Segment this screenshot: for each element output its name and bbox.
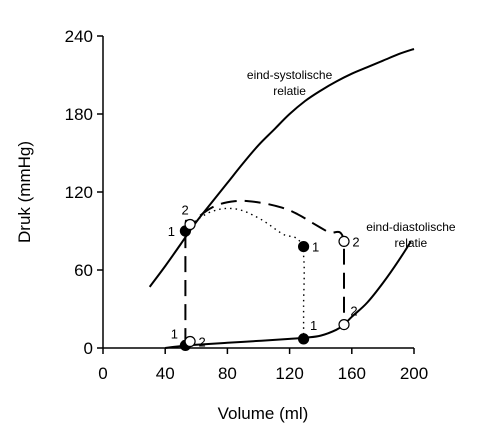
point-label: 2	[181, 203, 188, 218]
y-ticks: 0 60 120 180 240	[65, 27, 103, 358]
state-point-open	[184, 218, 196, 231]
curve-annotation: eind-diastolische	[366, 220, 456, 234]
point-label: 2	[352, 234, 359, 249]
x-tick-label: 160	[338, 364, 366, 383]
y-axis-label: Druk (mmHg)	[15, 141, 34, 243]
x-tick-label: 80	[218, 364, 237, 383]
curve-annotation: eind-systolische	[247, 68, 333, 82]
loop-1-dotted-curve	[189, 207, 305, 338]
y-tick-label: 180	[65, 105, 93, 124]
point-label: 1	[171, 326, 178, 341]
point-label: 1	[310, 318, 317, 333]
curve-annotation: relatie	[273, 84, 306, 98]
state-point-open	[184, 335, 196, 348]
end-diastolic-curve	[165, 240, 412, 349]
state-point-filled	[297, 333, 310, 345]
y-tick-label: 0	[84, 339, 93, 358]
x-tick-label: 0	[98, 364, 107, 383]
x-ticks: 0 40 80 120 160 200	[98, 348, 428, 383]
state-point-open	[338, 319, 350, 331]
x-tick-label: 120	[275, 364, 303, 383]
point-label: 1	[168, 224, 175, 239]
y-tick-label: 60	[74, 261, 93, 280]
state-point-open	[338, 235, 350, 247]
annotations-group: eind-systolische relatie eind-diastolische…	[247, 68, 456, 250]
point-label: 2	[198, 335, 205, 350]
y-tick-label: 240	[65, 27, 93, 46]
curve-annotation: relatie	[395, 236, 428, 250]
x-tick-label: 200	[400, 364, 428, 383]
x-axis-label: Volume (ml)	[218, 404, 309, 423]
y-tick-label: 120	[65, 183, 93, 202]
point-label: 1	[312, 240, 319, 255]
state-point-filled	[297, 241, 310, 253]
point-label: 2	[350, 304, 357, 319]
x-tick-label: 40	[156, 364, 175, 383]
loop-2-dashed-curve	[184, 199, 346, 345]
